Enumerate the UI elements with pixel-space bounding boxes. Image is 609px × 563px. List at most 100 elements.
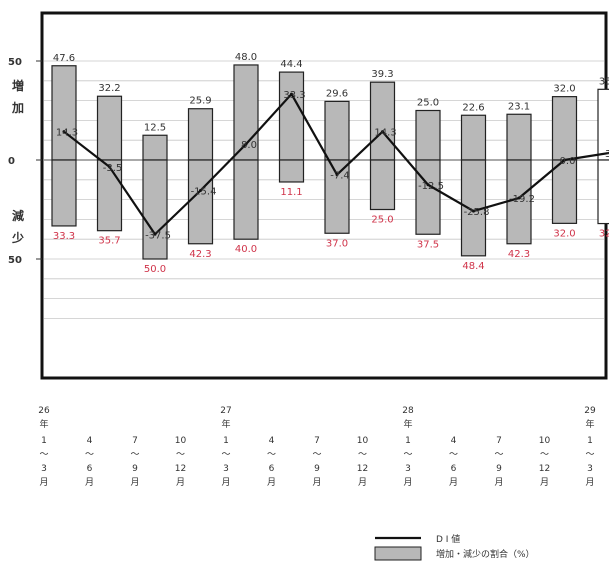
x-period-label: 6 — [269, 464, 275, 474]
bar-increase — [460, 114, 487, 161]
x-period-label: 4 — [451, 436, 457, 446]
bar-increase — [51, 65, 77, 161]
di-value-label: -12.5 — [418, 181, 444, 192]
x-period-label: 月 — [494, 477, 503, 488]
bar-decrease — [324, 159, 350, 234]
x-period-label: 10 — [539, 436, 551, 446]
di-value-label: -7.4 — [330, 171, 350, 182]
di-value-label: 14.3 — [374, 128, 396, 139]
decrease-value-label: 35.7 — [98, 236, 120, 247]
di-point — [472, 209, 475, 213]
legend-bar-swatch — [374, 546, 422, 561]
x-year-label: 26 — [38, 406, 50, 416]
x-period-label: 3 — [405, 464, 411, 474]
x-period-label: 9 — [496, 464, 502, 474]
decrease-value-label: 42.3 — [189, 249, 211, 260]
y-tick-label: 0 — [8, 156, 15, 167]
x-period-label: 月 — [403, 477, 412, 488]
bar-increase — [278, 71, 305, 161]
decrease-value-label: 50.0 — [144, 264, 166, 275]
bar-decrease — [369, 159, 396, 211]
bar-decrease — [415, 159, 441, 235]
x-period-label: ～ — [267, 450, 276, 460]
bar-increase — [96, 95, 123, 161]
bar-increase — [597, 88, 609, 161]
di-point — [108, 165, 111, 169]
legend-line-label: D I 値 — [436, 533, 460, 545]
increase-value-label: 39.3 — [371, 69, 393, 80]
x-year-label: 年 — [585, 418, 594, 430]
side-label-decrease: 減 — [12, 208, 24, 223]
di-value-label: 33.3 — [283, 90, 305, 101]
x-period-label: 12 — [539, 464, 550, 474]
increase-value-label: 25.9 — [189, 96, 211, 107]
bar-increase — [369, 81, 396, 161]
decrease-value-label: 37.0 — [326, 238, 348, 249]
x-period-label: 月 — [176, 477, 185, 488]
x-period-label: 3 — [41, 464, 47, 474]
x-period-label: ～ — [449, 450, 458, 460]
increase-value-label: 47.6 — [53, 53, 75, 64]
bar-decrease — [142, 159, 168, 260]
x-period-label: 6 — [451, 464, 457, 474]
di-point — [199, 188, 202, 192]
decrease-value-label: 25.0 — [371, 215, 393, 226]
x-period-label: 1 — [223, 436, 229, 446]
x-period-label: 1 — [41, 436, 47, 446]
bar-increase — [506, 113, 532, 161]
x-year-label: 年 — [221, 418, 230, 430]
di-value-label: 8.0 — [241, 140, 257, 151]
di-value-label: 0.0 — [560, 156, 576, 167]
bar-increase — [551, 96, 578, 161]
bar-decrease — [96, 159, 123, 232]
x-period-label: 月 — [85, 477, 94, 488]
x-period-label: ～ — [130, 450, 139, 460]
increase-value-label: 23.1 — [508, 101, 530, 112]
di-value-label: -15.4 — [191, 186, 217, 197]
x-period-label: ～ — [540, 450, 549, 460]
di-value-label: 14.3 — [56, 128, 78, 139]
x-period-label: 月 — [267, 477, 276, 488]
bar-increase — [415, 109, 441, 161]
increase-value-label: 32.0 — [553, 84, 575, 95]
increase-value-label: 29.6 — [326, 88, 348, 99]
bar-decrease — [597, 159, 609, 225]
x-period-label: 7 — [132, 436, 138, 446]
increase-value-label: 22.6 — [462, 102, 484, 113]
side-label-increase: 増 — [12, 78, 24, 93]
x-period-label: 1 — [587, 436, 593, 446]
x-period-label: 月 — [39, 477, 48, 488]
x-year-label: 29 — [584, 406, 596, 416]
y-tick-label: 50 — [8, 57, 22, 68]
bar-decrease — [551, 159, 578, 224]
x-period-label: 4 — [87, 436, 93, 446]
x-period-label: 9 — [314, 464, 320, 474]
x-period-label: 3 — [223, 464, 229, 474]
x-period-label: 6 — [87, 464, 93, 474]
di-point — [381, 130, 384, 134]
increase-value-label: 48.0 — [235, 52, 257, 63]
y-tick-label: 50 — [8, 255, 22, 266]
di-value-label: -3.5 — [103, 163, 123, 174]
x-period-label: 月 — [585, 477, 594, 488]
di-point — [153, 232, 157, 236]
x-period-label: 7 — [314, 436, 320, 446]
bar-increase — [187, 108, 214, 161]
x-year-label: 年 — [403, 418, 412, 430]
bar-increase — [324, 100, 350, 161]
decrease-value-label: 32.0 — [553, 228, 575, 239]
x-period-label: 7 — [496, 436, 502, 446]
decrease-value-label: 48.4 — [462, 261, 484, 272]
x-period-label: 月 — [358, 477, 367, 488]
x-period-label: ～ — [494, 450, 503, 460]
x-period-label: 1 — [405, 436, 411, 446]
x-period-label: 月 — [130, 477, 139, 488]
bar-increase — [142, 134, 168, 161]
x-period-label: 3 — [587, 464, 593, 474]
x-period-label: 月 — [221, 477, 230, 488]
x-period-label: ～ — [176, 450, 185, 460]
x-period-label: ～ — [358, 450, 367, 460]
increase-value-label: 25.0 — [417, 98, 439, 109]
di-point — [244, 142, 248, 146]
legend-bar-label: 増加・減少の割合（%） — [436, 548, 535, 560]
